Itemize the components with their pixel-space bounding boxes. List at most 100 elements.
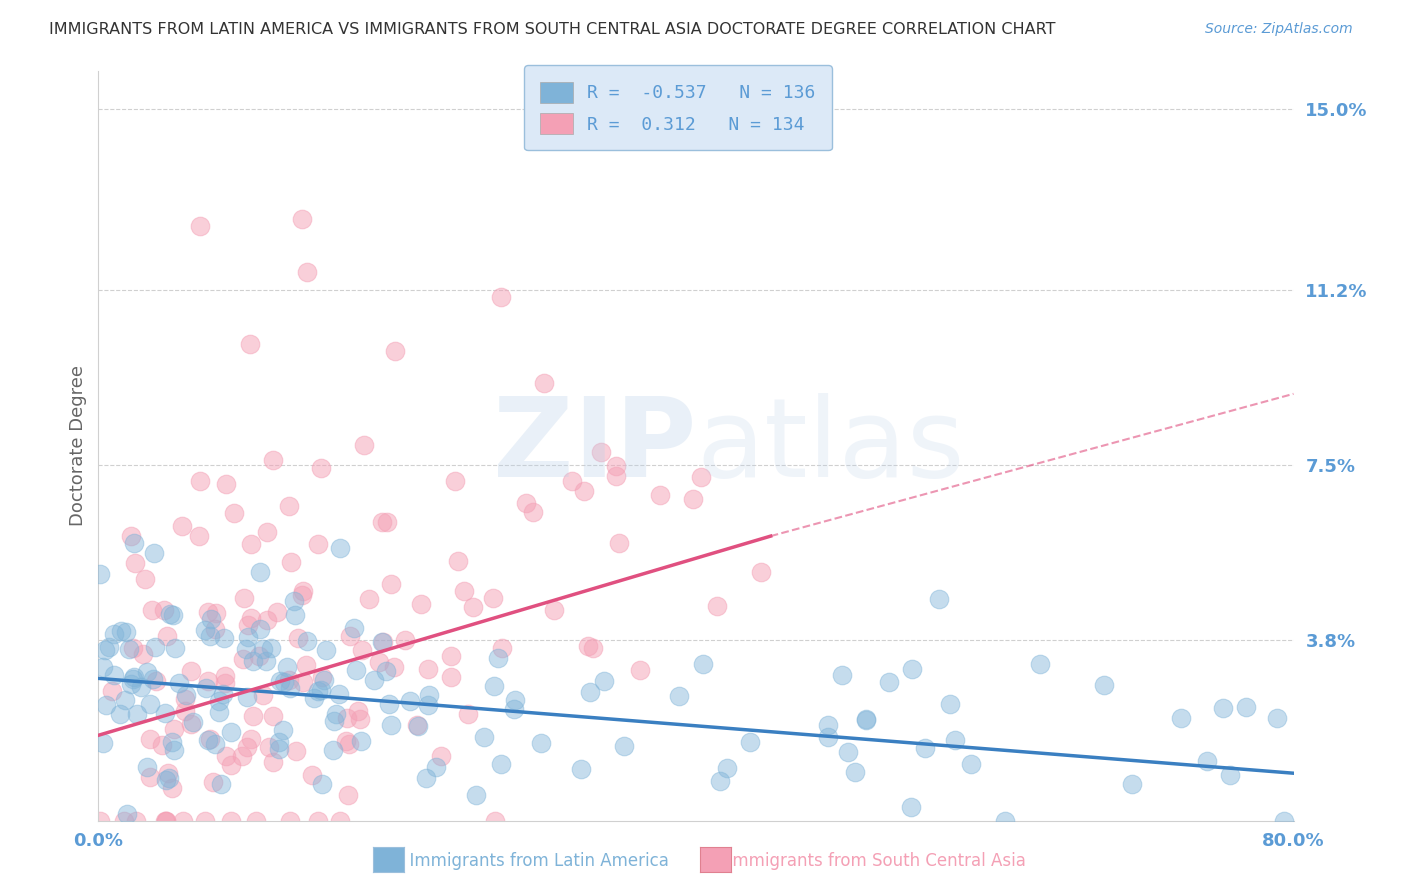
Point [380,577,402,591]
Point [900,800,922,814]
Point [245,814,267,828]
Point [115,624,138,639]
Point [380,717,402,731]
Point [336,711,359,725]
Point [363,673,385,687]
Point [844,764,866,779]
Point [96,698,118,712]
Point [242,709,264,723]
Point [236,740,259,755]
Point [136,760,159,774]
Point [502,702,524,716]
Point [359,591,381,606]
Point [344,663,367,677]
Point [505,692,527,706]
Point [156,765,179,780]
Point [406,718,429,732]
Point [322,743,344,757]
Point [346,704,368,718]
Text: ZIP: ZIP [492,392,696,500]
Point [440,648,463,663]
Point [993,814,1015,828]
Point [373,635,395,649]
Point [269,742,291,756]
Point [155,773,177,788]
Point [163,722,186,736]
Point [325,706,347,721]
Point [291,212,314,227]
Point [489,290,512,304]
Point [900,662,922,676]
Point [145,673,167,688]
Point [1092,678,1115,692]
Point [235,690,257,704]
Point [188,219,211,233]
Point [415,772,437,786]
Point [515,496,537,510]
Point [240,536,263,550]
Point [239,732,262,747]
Point [353,438,375,452]
Point [201,775,224,789]
Point [837,745,859,759]
Point [183,714,205,729]
Point [110,624,132,638]
Point [457,707,479,722]
Point [751,566,773,580]
Point [219,814,242,828]
Point [1265,711,1288,725]
Point [121,672,143,686]
Point [204,737,226,751]
Point [307,814,329,828]
Point [960,757,983,772]
Text: Immigrants from South Central Asia: Immigrants from South Central Asia [717,852,1026,870]
Point [247,649,270,664]
Point [377,698,399,712]
Point [394,633,416,648]
Point [252,689,274,703]
Point [668,689,690,703]
Point [280,555,302,569]
Point [163,640,186,655]
Point [1121,777,1143,791]
Point [592,674,614,689]
Point [817,718,839,732]
Point [335,734,357,748]
Point [292,583,315,598]
Point [280,681,302,695]
Point [855,713,877,727]
Point [855,711,877,725]
Point [208,705,231,719]
Point [307,684,329,698]
Point [262,755,284,769]
Point [648,488,671,502]
Point [307,537,329,551]
Point [328,687,350,701]
Point [709,773,731,788]
Point [323,714,346,728]
Point [212,631,235,645]
Point [276,660,298,674]
Point [157,772,180,786]
Point [190,474,212,488]
Point [194,623,217,637]
Point [309,683,332,698]
Point [533,376,555,390]
Point [197,673,219,688]
Point [127,707,149,722]
Point [295,265,318,279]
Point [416,662,439,676]
Point [194,681,217,695]
Point [371,634,394,648]
Point [121,641,143,656]
Point [249,622,271,636]
Y-axis label: Doctorate Degree: Doctorate Degree [69,366,87,526]
Point [204,622,226,636]
Point [484,814,506,828]
Point [613,739,636,753]
Point [269,735,291,749]
Point [690,470,713,484]
Point [208,694,231,708]
Point [122,536,145,550]
Point [174,704,197,718]
